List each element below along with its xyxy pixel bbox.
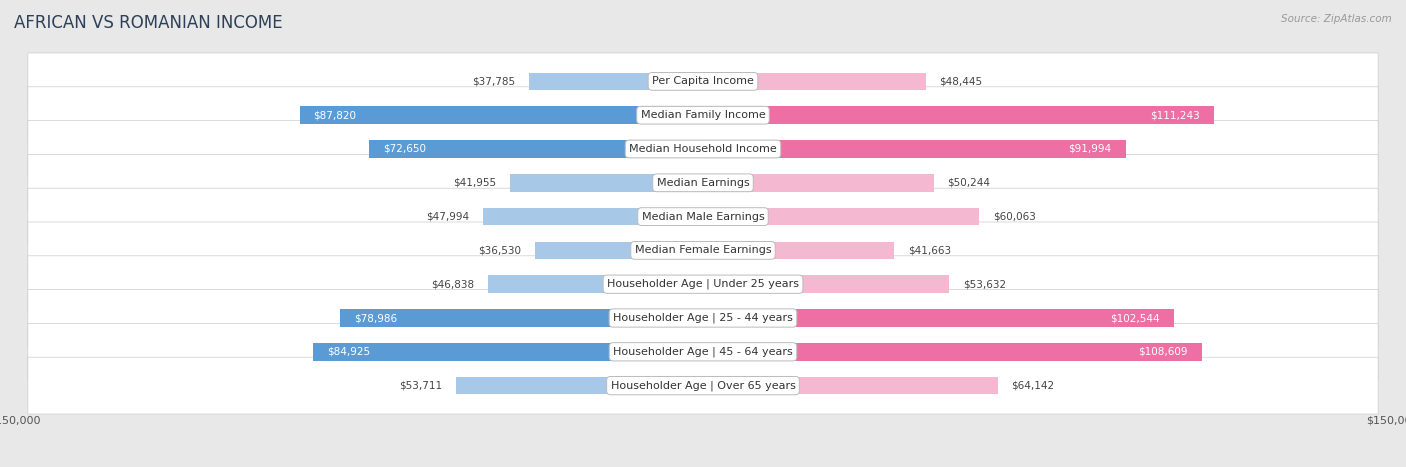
Text: $36,530: $36,530 [478, 245, 522, 255]
Bar [340, 309, 703, 327]
Text: Median Earnings: Median Earnings [657, 178, 749, 188]
Text: $84,925: $84,925 [326, 347, 370, 357]
Bar [703, 174, 934, 191]
Text: Householder Age | Over 65 years: Householder Age | Over 65 years [610, 380, 796, 391]
Text: $64,142: $64,142 [1011, 381, 1054, 390]
Text: $50,244: $50,244 [948, 178, 991, 188]
Text: Median Male Earnings: Median Male Earnings [641, 212, 765, 222]
Text: Householder Age | Under 25 years: Householder Age | Under 25 years [607, 279, 799, 290]
Text: $78,986: $78,986 [354, 313, 396, 323]
Text: $41,955: $41,955 [453, 178, 496, 188]
FancyBboxPatch shape [28, 155, 1378, 211]
FancyBboxPatch shape [28, 256, 1378, 312]
Text: $53,711: $53,711 [399, 381, 443, 390]
Text: Median Female Earnings: Median Female Earnings [634, 245, 772, 255]
Bar [703, 72, 925, 90]
Bar [703, 343, 1202, 361]
Text: $41,663: $41,663 [908, 245, 952, 255]
Bar [536, 241, 703, 259]
Bar [488, 276, 703, 293]
FancyBboxPatch shape [28, 290, 1378, 347]
FancyBboxPatch shape [28, 324, 1378, 380]
Bar [370, 140, 703, 158]
Text: $37,785: $37,785 [472, 77, 516, 86]
Text: $46,838: $46,838 [432, 279, 474, 289]
Text: AFRICAN VS ROMANIAN INCOME: AFRICAN VS ROMANIAN INCOME [14, 14, 283, 32]
FancyBboxPatch shape [28, 357, 1378, 414]
Bar [530, 72, 703, 90]
Text: $111,243: $111,243 [1150, 110, 1201, 120]
Text: Householder Age | 25 - 44 years: Householder Age | 25 - 44 years [613, 313, 793, 323]
Text: $60,063: $60,063 [993, 212, 1036, 222]
Bar [703, 140, 1126, 158]
FancyBboxPatch shape [28, 222, 1378, 279]
Bar [510, 174, 703, 191]
Text: Householder Age | 45 - 64 years: Householder Age | 45 - 64 years [613, 347, 793, 357]
Text: Per Capita Income: Per Capita Income [652, 77, 754, 86]
Text: $72,650: $72,650 [382, 144, 426, 154]
Bar [703, 241, 894, 259]
Bar [314, 343, 703, 361]
Text: $48,445: $48,445 [939, 77, 983, 86]
FancyBboxPatch shape [28, 120, 1378, 177]
FancyBboxPatch shape [28, 188, 1378, 245]
Text: $53,632: $53,632 [963, 279, 1007, 289]
Text: Source: ZipAtlas.com: Source: ZipAtlas.com [1281, 14, 1392, 24]
Bar [457, 377, 703, 395]
Bar [703, 208, 979, 226]
Bar [299, 106, 703, 124]
Bar [703, 377, 998, 395]
Bar [482, 208, 703, 226]
FancyBboxPatch shape [28, 87, 1378, 143]
Bar [703, 309, 1174, 327]
Text: $91,994: $91,994 [1069, 144, 1112, 154]
Bar [703, 106, 1213, 124]
Text: $108,609: $108,609 [1139, 347, 1188, 357]
Text: Median Family Income: Median Family Income [641, 110, 765, 120]
Text: $102,544: $102,544 [1111, 313, 1160, 323]
Text: Median Household Income: Median Household Income [628, 144, 778, 154]
Text: $87,820: $87,820 [314, 110, 357, 120]
FancyBboxPatch shape [28, 53, 1378, 110]
Bar [703, 276, 949, 293]
Text: $47,994: $47,994 [426, 212, 468, 222]
